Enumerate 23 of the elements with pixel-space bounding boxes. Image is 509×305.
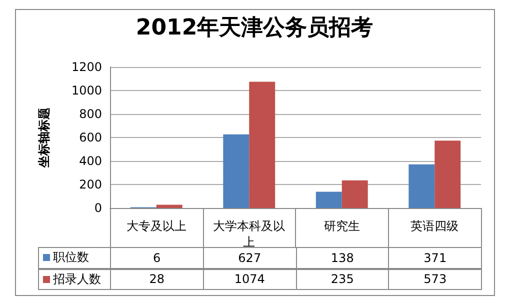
data-label: 6 <box>110 247 204 268</box>
x-tick-label: 大专及以上 <box>126 219 186 233</box>
data-label: 138 <box>296 247 390 268</box>
y-tick-label: 800 <box>79 107 102 121</box>
y-axis-title: 坐标轴标题 <box>37 108 51 168</box>
x-tick-label: 研究生 <box>324 219 360 233</box>
y-tick-label: 600 <box>79 130 102 144</box>
y-tick-label: 1200 <box>71 60 102 74</box>
y-tick-label: 0 <box>94 201 102 215</box>
y-tick-label: 400 <box>79 154 102 168</box>
chart-title: 2012年天津公务员招考 <box>136 16 374 40</box>
legend-label: 招录人数 <box>53 270 101 288</box>
data-label: 235 <box>296 268 390 290</box>
y-tick-label: 1000 <box>71 84 102 98</box>
data-label: 627 <box>238 250 262 265</box>
data-label: 28 <box>110 268 204 290</box>
data-label: 1074 <box>202 268 296 290</box>
x-tick-label: 大学本科及以上 <box>213 219 286 249</box>
data-label: 573 <box>388 268 482 290</box>
y-tick-label: 200 <box>79 178 102 192</box>
x-tick-label: 英语四级 <box>410 219 459 233</box>
legend-label: 职位数 <box>53 249 89 266</box>
data-label: 371 <box>388 247 482 268</box>
